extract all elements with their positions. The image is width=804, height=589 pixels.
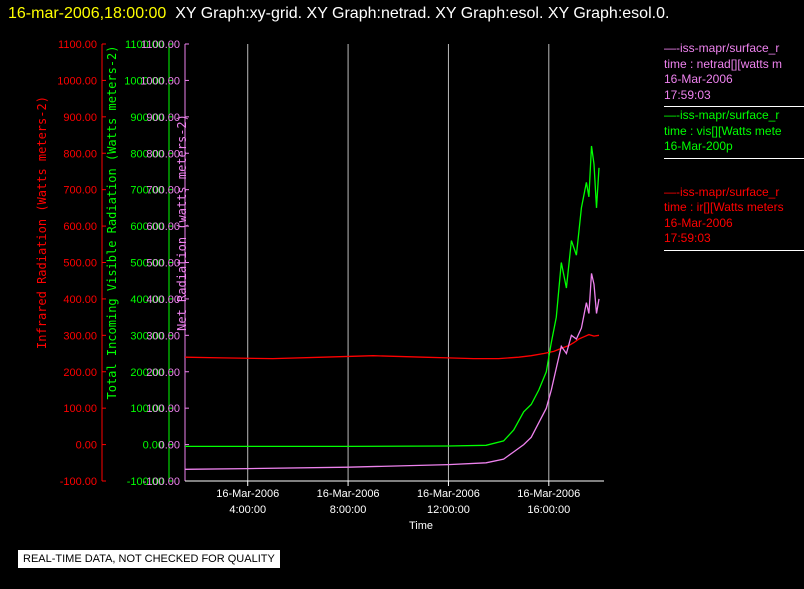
- legend-line: —-iss-mapr/surface_r: [664, 41, 780, 55]
- y-tick-label: 600.00: [146, 221, 180, 233]
- y-tick-label: -100.00: [143, 476, 180, 488]
- x-tick-label: 8:00:00: [330, 504, 367, 516]
- legend-line: 16-Mar-2006: [664, 215, 733, 230]
- legend: —-iss-mapr/surface_r time : netrad[][watt…: [664, 41, 804, 251]
- y-tick-label: 800.00: [146, 148, 180, 160]
- series-line-2: [184, 273, 600, 470]
- y-tick-label: 500.00: [63, 258, 97, 270]
- y-tick-label: 1000.00: [124, 75, 164, 87]
- y-axis-title: Infrared Radiation (Watts meters-2): [35, 96, 49, 349]
- quality-notice: REAL-TIME DATA, NOT CHECKED FOR QUALITY: [18, 550, 280, 568]
- y-tick-label: -100.00: [127, 476, 164, 488]
- series-line-1: [185, 145, 600, 448]
- y-tick-label: 500.00: [146, 258, 180, 270]
- legend-line: time : vis[][Watts mete: [664, 123, 782, 138]
- y-tick-label: 0.00: [159, 440, 180, 452]
- legend-line: 17:59:03: [664, 87, 711, 102]
- series-line-0: [184, 333, 600, 360]
- series-layer: [184, 145, 600, 470]
- y-tick-label: 300.00: [63, 330, 97, 342]
- timestamp: 16-mar-2006,18:00:00: [8, 5, 167, 22]
- y-tick-label: 0.00: [143, 440, 164, 452]
- vertical-grid: [247, 44, 550, 481]
- legend-entry: —-iss-mapr/surface_r time : ir[][Watts me…: [664, 185, 804, 251]
- x-tick-label: 16-Mar-2006: [216, 488, 279, 500]
- y-axes: 1100.00 1000.00 900.00 800.00 700.00 600.00 50…: [35, 39, 189, 488]
- y-tick-label: 800.00: [63, 148, 97, 160]
- y-tick-label: 200.00: [63, 367, 97, 379]
- y-axis-title: Net Radiation (watts meters-2): [175, 114, 189, 331]
- y-tick-label: 1000.00: [140, 75, 180, 87]
- y-tick-label: -100.00: [60, 476, 97, 488]
- legend-line: —-iss-mapr/surface_r: [664, 184, 780, 199]
- y-tick-label: 600.00: [130, 221, 164, 233]
- x-tick-label: 16-Mar-2006: [317, 488, 380, 500]
- legend-line: 16-Mar-2006: [664, 72, 733, 86]
- legend-entry: —-iss-mapr/surface_r time : vis[][Watts m…: [664, 108, 804, 159]
- y-tick-label: 1100.00: [58, 39, 97, 51]
- legend-entry: —-iss-mapr/surface_r time : netrad[][watt…: [664, 41, 804, 107]
- legend-line: 17:59:03: [664, 231, 711, 245]
- y-tick-label: 1100.00: [125, 39, 164, 51]
- y-tick-label: 200.00: [130, 367, 164, 379]
- x-axis-title: Time: [409, 520, 433, 532]
- x-tick-label: 16-Mar-2006: [417, 488, 480, 500]
- y-tick-label: 700.00: [146, 185, 180, 197]
- x-tick-label: 12:00:00: [427, 504, 470, 516]
- legend-line: time : netrad[][watts m: [664, 56, 783, 71]
- y-tick-label: 600.00: [63, 221, 97, 233]
- x-axis: 16-Mar-2006 4:00:00 16-Mar-2006 8:00:00 16-M…: [185, 480, 604, 532]
- y-tick-label: 400.00: [63, 294, 97, 306]
- header: 16-mar-2006,18:00:00 XY Graph:xy-grid. X…: [8, 4, 669, 24]
- y-tick-label: 200.00: [146, 367, 180, 379]
- y-tick-label: 100.00: [130, 403, 164, 415]
- x-tick-label: 16:00:00: [527, 504, 570, 516]
- x-tick-label: 16-Mar-2006: [517, 488, 580, 500]
- y-axis-title: Total Incoming Visible Radiation (Watts …: [105, 45, 119, 399]
- y-tick-label: 500.00: [130, 258, 164, 270]
- y-tick-label: 900.00: [146, 112, 180, 124]
- y-tick-label: 700.00: [63, 185, 97, 197]
- y-tick-label: 900.00: [130, 112, 164, 124]
- y-tick-label: 0.00: [76, 440, 97, 452]
- y-tick-label: 400.00: [146, 294, 180, 306]
- y-tick-label: 800.00: [130, 148, 164, 160]
- y-tick-label: 1100.00: [141, 39, 180, 51]
- graph-list: XY Graph:xy-grid. XY Graph:netrad. XY Gr…: [175, 5, 670, 22]
- legend-line: time : ir[][Watts meters: [664, 200, 784, 214]
- y-tick-label: 100.00: [63, 403, 97, 415]
- legend-line: 16-Mar-200p: [664, 139, 733, 153]
- legend-line: —-iss-mapr/surface_r: [664, 108, 780, 122]
- y-tick-label: 300.00: [130, 330, 164, 342]
- y-tick-label: 400.00: [130, 294, 164, 306]
- y-tick-label: 900.00: [63, 112, 97, 124]
- x-tick-label: 4:00:00: [229, 504, 266, 516]
- y-tick-label: 100.00: [146, 403, 180, 415]
- y-tick-label: 1000.00: [57, 75, 97, 87]
- y-tick-label: 300.00: [146, 330, 180, 342]
- y-tick-label: 700.00: [130, 185, 164, 197]
